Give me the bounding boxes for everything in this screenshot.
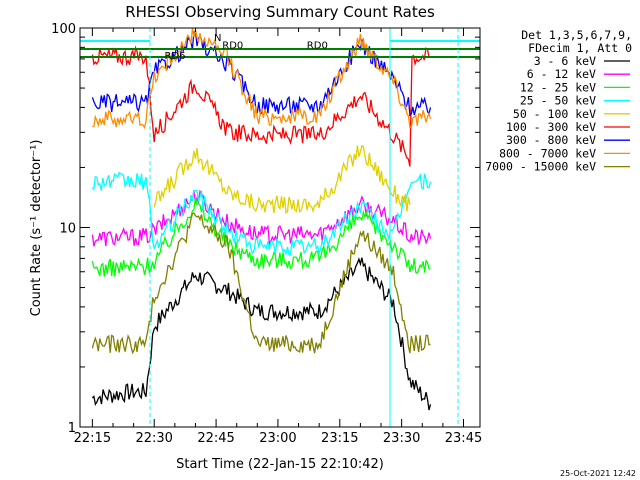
legend-entry: 50 - 100 keV — [513, 107, 596, 121]
x-tick-label: 22:30 — [135, 431, 172, 446]
legend-entry: 7000 - 15000 keV — [485, 160, 596, 174]
legend-entry: 6 - 12 keV — [527, 67, 596, 81]
x-tick-label: 23:00 — [259, 431, 296, 446]
x-tick-label: 22:45 — [197, 431, 234, 446]
annotation-0: N — [214, 33, 221, 44]
footer-timestamp: 25-Oct-2021 12:42 — [560, 469, 636, 478]
series-line-8 — [91, 212, 431, 355]
series-layer — [91, 27, 432, 411]
x-tick-label: 23:45 — [445, 431, 482, 446]
x-tick-label: 22:15 — [74, 431, 111, 446]
series-line-0 — [91, 257, 432, 411]
series-line-3 — [91, 171, 432, 257]
legend: Det 1,3,5,6,7,9,FDecim 1, Att 03 - 6 keV… — [485, 28, 632, 174]
series-line-2 — [91, 197, 431, 277]
y-tick-label: 100 — [51, 22, 76, 37]
annotation-2: RD6 — [165, 51, 186, 62]
y-tick-label: 10 — [59, 222, 76, 237]
legend-entry: 300 - 800 keV — [506, 133, 596, 147]
chart-title: RHESSI Observing Summary Count Rates — [125, 3, 435, 21]
x-axis-label: Start Time (22-Jan-15 22:10:42) — [176, 457, 384, 472]
series-line-4 — [153, 144, 411, 215]
legend-entry: 3 - 6 keV — [534, 54, 596, 68]
y-axis-label: Count Rate (s⁻¹ detector⁻¹) — [29, 140, 44, 317]
legend-entry: 100 - 300 keV — [506, 120, 596, 134]
y-axis: 1 10 100 — [51, 22, 480, 436]
y-tick-label: 1 — [68, 421, 76, 436]
x-axis: 22:15 22:30 22:45 23:00 23:15 23:30 23:45 — [74, 28, 482, 446]
legend-header: FDecim 1, Att 0 — [528, 41, 632, 55]
legend-entry: 800 - 7000 keV — [499, 146, 596, 160]
series-line-6 — [91, 30, 432, 117]
legend-entry: 12 - 25 keV — [520, 80, 596, 94]
legend-header: Det 1,3,5,6,7,9, — [521, 28, 632, 42]
series-line-1 — [91, 189, 432, 247]
x-tick-label: 23:30 — [383, 431, 420, 446]
series-line-5 — [91, 45, 431, 167]
annotation-1: RD0 — [222, 40, 243, 51]
annotation-3: RD0 — [307, 40, 328, 51]
legend-entry: 25 - 50 keV — [520, 94, 596, 108]
x-tick-label: 23:15 — [321, 431, 358, 446]
series-line-7 — [92, 27, 432, 130]
